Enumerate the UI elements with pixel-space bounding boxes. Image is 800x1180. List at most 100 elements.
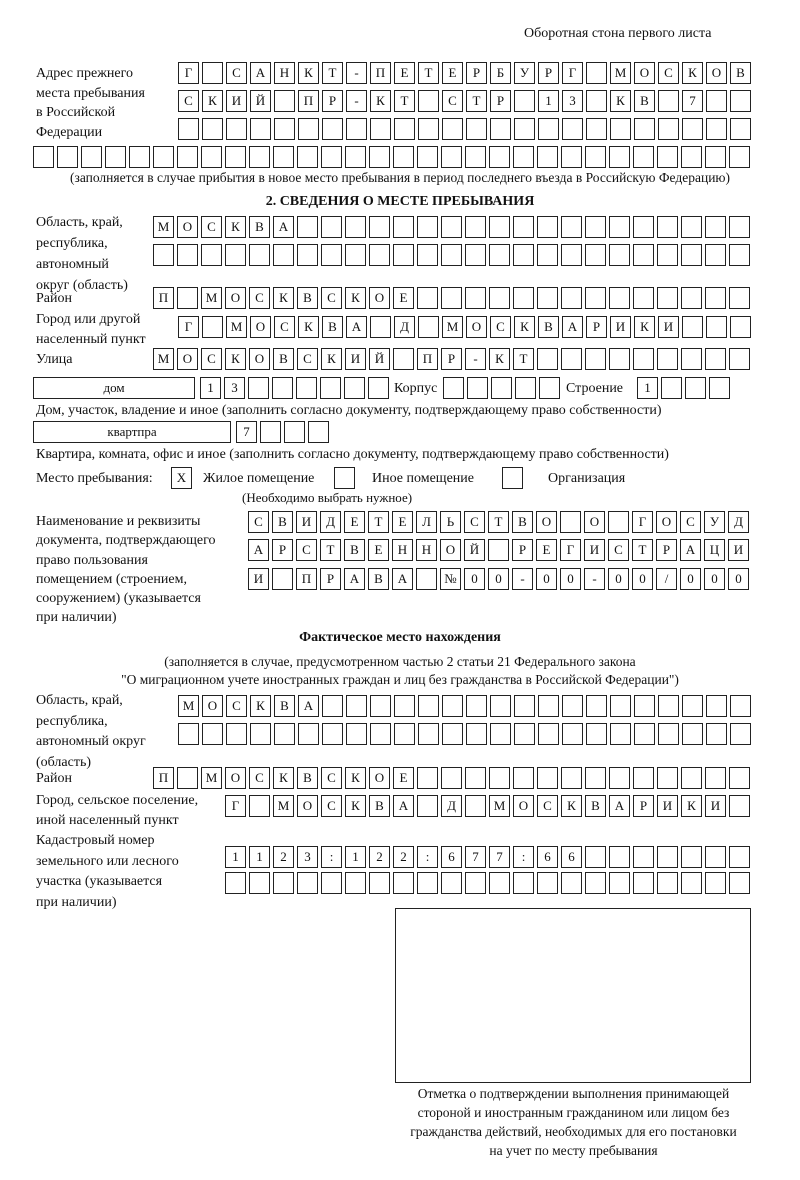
letter-cell[interactable] xyxy=(585,146,606,168)
letter-cell[interactable] xyxy=(705,348,726,370)
letter-cell[interactable] xyxy=(682,723,703,745)
letter-cell[interactable] xyxy=(539,377,560,399)
letter-cell[interactable] xyxy=(537,146,558,168)
letter-cell[interactable] xyxy=(706,118,727,140)
letter-cell[interactable] xyxy=(609,216,630,238)
letter-cell[interactable] xyxy=(658,90,679,112)
letter-cell[interactable]: 2 xyxy=(273,846,294,868)
letter-cell[interactable] xyxy=(513,872,534,894)
letter-cell[interactable] xyxy=(658,118,679,140)
letter-cell[interactable]: К xyxy=(682,62,703,84)
letter-cell[interactable]: Р xyxy=(512,539,533,561)
letter-cell[interactable] xyxy=(393,872,414,894)
letter-cell[interactable] xyxy=(609,348,630,370)
letter-cell[interactable] xyxy=(346,118,367,140)
letter-cell[interactable] xyxy=(490,118,511,140)
letter-cell[interactable] xyxy=(465,244,486,266)
letter-cell[interactable] xyxy=(586,723,607,745)
letter-cell[interactable]: 0 xyxy=(536,568,557,590)
letter-cell[interactable] xyxy=(225,244,246,266)
letter-cell[interactable]: В xyxy=(272,511,293,533)
letter-cell[interactable] xyxy=(585,244,606,266)
letter-cell[interactable] xyxy=(513,216,534,238)
letter-cell[interactable] xyxy=(561,216,582,238)
letter-cell[interactable] xyxy=(417,216,438,238)
letter-cell[interactable] xyxy=(586,62,607,84)
letter-cell[interactable] xyxy=(226,118,247,140)
letter-cell[interactable]: О xyxy=(369,287,390,309)
letter-cell[interactable]: 3 xyxy=(297,846,318,868)
letter-cell[interactable] xyxy=(633,348,654,370)
letter-cell[interactable] xyxy=(681,216,702,238)
letter-cell[interactable]: Р xyxy=(490,90,511,112)
letter-cell[interactable] xyxy=(562,723,583,745)
letter-cell[interactable]: О xyxy=(225,287,246,309)
letter-cell[interactable]: И xyxy=(226,90,247,112)
letter-cell[interactable] xyxy=(177,244,198,266)
letter-cell[interactable]: М xyxy=(273,795,294,817)
letter-cell[interactable]: 2 xyxy=(393,846,414,868)
letter-cell[interactable] xyxy=(729,348,750,370)
letter-cell[interactable] xyxy=(225,872,246,894)
letter-cell[interactable] xyxy=(202,118,223,140)
letter-cell[interactable]: Н xyxy=(416,539,437,561)
letter-cell[interactable] xyxy=(369,146,390,168)
letter-cell[interactable] xyxy=(585,846,606,868)
letter-cell[interactable] xyxy=(658,695,679,717)
letter-cell[interactable] xyxy=(562,118,583,140)
letter-cell[interactable]: А xyxy=(393,795,414,817)
letter-cell[interactable]: И xyxy=(248,568,269,590)
letter-cell[interactable]: Т xyxy=(488,511,509,533)
letter-cell[interactable] xyxy=(274,118,295,140)
letter-cell[interactable] xyxy=(273,244,294,266)
letter-cell[interactable] xyxy=(537,872,558,894)
letter-cell[interactable]: К xyxy=(489,348,510,370)
letter-cell[interactable] xyxy=(513,146,534,168)
letter-cell[interactable] xyxy=(681,872,702,894)
letter-cell[interactable] xyxy=(201,244,222,266)
letter-cell[interactable]: Е xyxy=(393,287,414,309)
letter-cell[interactable] xyxy=(370,723,391,745)
letter-cell[interactable] xyxy=(562,695,583,717)
letter-cell[interactable]: В xyxy=(297,287,318,309)
letter-cell[interactable] xyxy=(272,568,293,590)
letter-cell[interactable] xyxy=(284,421,305,443)
letter-cell[interactable]: А xyxy=(562,316,583,338)
letter-cell[interactable] xyxy=(585,216,606,238)
letter-cell[interactable] xyxy=(681,767,702,789)
letter-cell[interactable]: К xyxy=(298,316,319,338)
letter-cell[interactable]: М xyxy=(442,316,463,338)
letter-cell[interactable]: П xyxy=(417,348,438,370)
letter-cell[interactable]: Т xyxy=(632,539,653,561)
letter-cell[interactable]: Е xyxy=(442,62,463,84)
letter-cell[interactable] xyxy=(729,216,750,238)
letter-cell[interactable]: М xyxy=(489,795,510,817)
letter-cell[interactable] xyxy=(538,723,559,745)
letter-cell[interactable]: В xyxy=(585,795,606,817)
letter-cell[interactable]: Б xyxy=(490,62,511,84)
letter-cell[interactable]: Е xyxy=(393,767,414,789)
letter-cell[interactable]: И xyxy=(657,795,678,817)
letter-cell[interactable]: Е xyxy=(368,539,389,561)
letter-cell[interactable]: Т xyxy=(368,511,389,533)
letter-cell[interactable] xyxy=(418,118,439,140)
letter-cell[interactable] xyxy=(729,872,750,894)
letter-cell[interactable] xyxy=(345,872,366,894)
letter-cell[interactable] xyxy=(368,377,389,399)
letter-cell[interactable]: 1 xyxy=(637,377,658,399)
letter-cell[interactable] xyxy=(178,723,199,745)
letter-cell[interactable]: Д xyxy=(320,511,341,533)
letter-cell[interactable] xyxy=(418,316,439,338)
letter-cell[interactable]: 7 xyxy=(682,90,703,112)
letter-cell[interactable]: К xyxy=(345,767,366,789)
letter-cell[interactable] xyxy=(178,118,199,140)
letter-cell[interactable] xyxy=(730,90,751,112)
letter-cell[interactable]: К xyxy=(345,287,366,309)
letter-cell[interactable] xyxy=(514,90,535,112)
letter-cell[interactable]: 6 xyxy=(537,846,558,868)
letter-cell[interactable]: В xyxy=(274,695,295,717)
letter-cell[interactable]: К xyxy=(681,795,702,817)
letter-cell[interactable] xyxy=(657,146,678,168)
letter-cell[interactable] xyxy=(705,244,726,266)
letter-cell[interactable] xyxy=(514,695,535,717)
